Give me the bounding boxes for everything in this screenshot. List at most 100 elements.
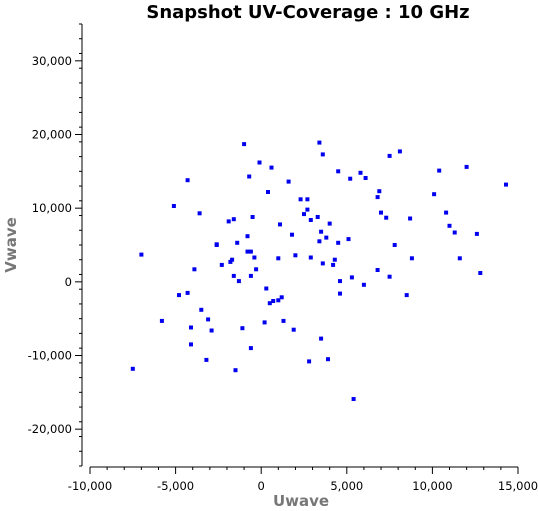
data-point — [387, 153, 392, 158]
y-axis: -20,000 -10,000 0 10,000 20,000 30,000 — [28, 23, 83, 467]
data-point — [248, 249, 253, 254]
x-tick-label: 15,000 — [498, 479, 538, 493]
data-point — [379, 210, 383, 215]
data-point — [504, 182, 508, 187]
data-points — [130, 140, 508, 401]
data-point — [464, 164, 469, 169]
data-point — [404, 293, 409, 298]
data-point — [276, 256, 281, 261]
data-point — [298, 197, 303, 202]
data-point — [409, 256, 414, 261]
data-point — [271, 299, 276, 303]
data-point — [317, 140, 322, 145]
data-point — [308, 218, 313, 222]
data-point — [375, 268, 380, 272]
data-point — [286, 179, 291, 184]
data-point — [230, 257, 235, 262]
data-point — [197, 211, 202, 216]
data-point — [336, 169, 341, 174]
data-point — [293, 253, 298, 258]
data-point — [319, 229, 324, 234]
data-point — [305, 207, 310, 212]
data-point — [248, 346, 253, 351]
data-point — [267, 301, 272, 306]
data-point — [264, 286, 269, 291]
y-tick-label: -20,000 — [28, 422, 72, 436]
data-point — [231, 273, 236, 278]
x-axis: -10,000 -5,000 0 5,000 10,000 15,000 — [68, 466, 538, 493]
x-axis-label: Uwave — [273, 492, 329, 510]
data-point — [384, 215, 389, 220]
data-point — [317, 239, 322, 244]
data-point — [206, 317, 211, 322]
data-point — [204, 357, 209, 362]
data-point — [351, 397, 356, 401]
data-point — [452, 230, 457, 235]
data-point — [432, 192, 437, 197]
data-point — [332, 257, 337, 262]
data-point — [375, 195, 380, 200]
data-point — [408, 216, 413, 221]
y-tick-label: 0 — [65, 275, 72, 289]
data-point — [349, 275, 354, 280]
data-point — [324, 235, 329, 240]
data-point — [444, 210, 449, 215]
data-point — [291, 327, 296, 332]
data-point — [363, 176, 368, 180]
data-point — [235, 240, 240, 245]
y-tick-label: 20,000 — [32, 128, 72, 142]
y-tick-label: 30,000 — [32, 54, 72, 68]
x-tick-label: 5,000 — [330, 479, 363, 493]
data-point — [177, 293, 181, 298]
data-point — [199, 307, 204, 312]
data-point — [130, 366, 135, 371]
y-tick-label: -10,000 — [28, 349, 72, 363]
data-point — [302, 212, 306, 217]
data-point — [226, 219, 231, 224]
data-point — [338, 279, 342, 284]
data-point — [240, 326, 245, 331]
data-point — [331, 262, 336, 267]
data-point — [171, 204, 176, 208]
data-point — [377, 189, 382, 194]
data-point — [308, 255, 313, 260]
data-point — [315, 215, 320, 219]
data-point — [236, 279, 241, 284]
data-point — [338, 291, 342, 296]
data-point — [214, 243, 219, 247]
data-point — [290, 232, 294, 237]
data-point — [474, 231, 479, 236]
data-point — [189, 342, 193, 347]
data-point — [189, 325, 193, 330]
data-point — [250, 215, 255, 219]
data-point — [319, 336, 324, 341]
data-point — [348, 176, 353, 181]
x-tick-label: -5,000 — [157, 479, 194, 493]
data-point — [228, 259, 233, 264]
data-point — [358, 170, 363, 175]
data-point — [269, 165, 274, 170]
data-point — [185, 290, 190, 295]
data-point — [437, 168, 442, 173]
data-point — [326, 357, 330, 362]
data-point — [305, 197, 310, 202]
data-point — [281, 318, 286, 323]
data-point — [279, 295, 284, 300]
data-point — [209, 328, 214, 333]
x-tick-label: -10,000 — [68, 479, 112, 493]
data-point — [336, 240, 341, 245]
data-point — [278, 222, 282, 227]
data-point — [327, 221, 332, 226]
data-point — [247, 174, 252, 179]
data-point — [447, 223, 452, 228]
y-axis-label: Vwave — [2, 217, 20, 273]
data-point — [387, 274, 392, 279]
x-tick-label: 10,000 — [412, 479, 452, 493]
data-point — [248, 273, 253, 278]
data-point — [397, 149, 402, 154]
data-point — [252, 255, 257, 260]
data-point — [219, 262, 224, 267]
data-point — [361, 282, 366, 287]
y-tick-label: 10,000 — [32, 201, 72, 215]
x-tick-label: 0 — [258, 479, 265, 493]
